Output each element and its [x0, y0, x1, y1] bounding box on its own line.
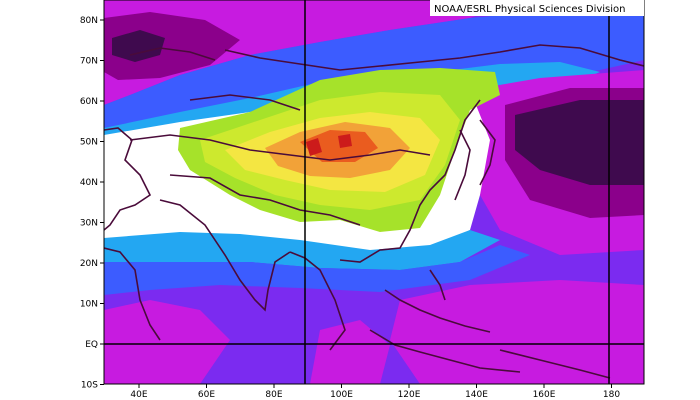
lat-tick-label: 10N — [80, 300, 98, 310]
lat-tick-label: 50N — [80, 138, 98, 148]
lon-tick-label: 80E — [265, 390, 282, 400]
band-red-2 — [338, 134, 352, 148]
lon-tick-label: 180 — [603, 390, 620, 400]
band-magenta-dark-north — [104, 12, 240, 80]
contour-field — [104, 0, 644, 384]
lon-tick-label: 120E — [398, 390, 421, 400]
lat-tick-label: EQ — [85, 340, 98, 350]
lon-tick-label: 140E — [465, 390, 488, 400]
band-blue-south — [104, 245, 530, 295]
band-magenta-southeast — [390, 280, 644, 384]
lon-tick-label: 40E — [130, 390, 147, 400]
lat-tick-label: 40N — [80, 178, 98, 188]
lat-tick-label: 10S — [81, 381, 98, 391]
plot-frame — [103, 0, 645, 385]
lat-tick-label: 70N — [80, 57, 98, 67]
band-red — [306, 138, 322, 156]
credit-text: NOAA/ESRL Physical Sciences Division — [434, 4, 626, 15]
lat-tick-label: 80N — [80, 16, 98, 26]
band-deep-purple-north — [112, 30, 165, 62]
band-red-orange — [300, 130, 378, 162]
band-cyan-south — [104, 230, 500, 270]
band-deep-purple-east — [515, 100, 644, 185]
credit-box — [430, 0, 644, 16]
band-magenta-south-central — [310, 320, 390, 384]
lat-tick-label: 30N — [80, 219, 98, 229]
lat-tick-label: 20N — [80, 259, 98, 269]
longitude-axis: 40E 60E 80E 100E 120E 140E 160E 180 — [130, 384, 620, 400]
latitude-axis: 80N 70N 60N 50N 40N 30N 20N 10N EQ 10S — [80, 16, 104, 391]
coastlines — [104, 44, 644, 379]
lon-tick-label: 100E — [330, 390, 353, 400]
band-magenta-southwest — [104, 300, 230, 384]
lat-tick-label: 60N — [80, 97, 98, 107]
lon-tick-label: 60E — [198, 390, 215, 400]
lon-tick-label: 160E — [533, 390, 556, 400]
